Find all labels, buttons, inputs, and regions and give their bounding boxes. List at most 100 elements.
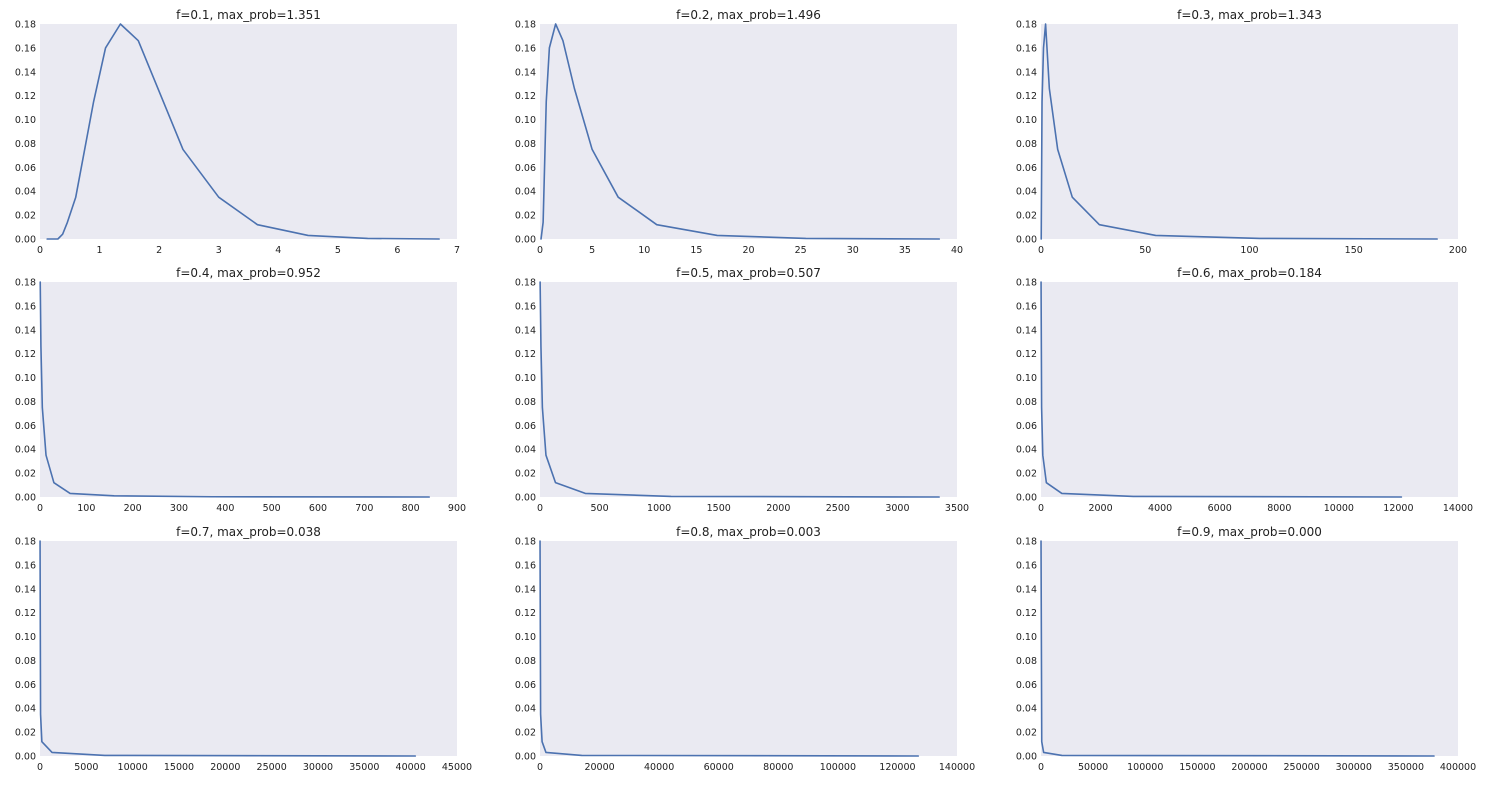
- y-tick-label: 0.16: [15, 560, 36, 571]
- x-tick-label: 25000: [257, 762, 287, 773]
- chart-panel-6: f=0.6, max_prob=0.184 0.00 0.02 0.04 0.06 0.0…: [1016, 266, 1473, 514]
- plot-area: [1041, 24, 1458, 239]
- y-tick-label: 0.04: [515, 704, 536, 715]
- y-tick-label: 0.10: [15, 115, 36, 126]
- series-line-1: [1040, 281, 1403, 498]
- y-tick-label: 0.08: [515, 656, 536, 667]
- x-tick-label: 1500: [707, 503, 731, 514]
- y-tick-label: 0.02: [515, 728, 536, 739]
- x-tick-label: 0: [1038, 503, 1044, 514]
- y-tick-label: 0.18: [515, 278, 536, 289]
- x-tick-label: 0: [1038, 762, 1044, 773]
- x-tick-label: 0: [37, 762, 43, 773]
- y-tick-label: 0.08: [515, 139, 536, 150]
- y-tick-label: 0.04: [15, 445, 36, 456]
- series-line-1: [39, 281, 431, 498]
- chart-title: f=0.6, max_prob=0.184: [1177, 266, 1322, 280]
- y-tick-label: 0.00: [1016, 493, 1037, 504]
- x-tick-label: 300: [170, 503, 188, 514]
- y-tick-label: 0.02: [15, 728, 36, 739]
- y-tick-label: 0.06: [515, 680, 536, 691]
- x-tick-label: 150: [1345, 245, 1363, 256]
- y-tick-label: 0.06: [15, 421, 36, 432]
- chart-title: f=0.2, max_prob=1.496: [676, 8, 821, 22]
- y-tick-label: 0.12: [1016, 349, 1037, 360]
- y-tick-label: 0.04: [515, 445, 536, 456]
- x-tick-label: 7: [454, 245, 460, 256]
- x-tick-label: 20: [742, 245, 754, 256]
- x-tick-label: 5: [335, 245, 341, 256]
- y-tick-label: 0.16: [515, 43, 536, 54]
- y-tick-label: 0.18: [1016, 278, 1037, 289]
- chart-title: f=0.3, max_prob=1.343: [1177, 8, 1322, 22]
- y-tick-label: 0.00: [515, 235, 536, 246]
- y-tick-label: 0.00: [515, 493, 536, 504]
- x-tick-label: 12000: [1383, 503, 1413, 514]
- y-tick-label: 0.08: [15, 139, 36, 150]
- x-tick-label: 20000: [210, 762, 240, 773]
- y-tick-label: 0.12: [515, 349, 536, 360]
- y-tick-label: 0.08: [1016, 397, 1037, 408]
- x-tick-label: 10000: [1324, 503, 1354, 514]
- y-tick-label: 0.08: [15, 656, 36, 667]
- plot-area: [540, 541, 957, 756]
- x-tick-label: 10000: [118, 762, 148, 773]
- y-tick-label: 0.06: [1016, 163, 1037, 174]
- y-tick-label: 0.14: [515, 584, 536, 595]
- y-tick-label: 0.12: [515, 91, 536, 102]
- y-tick-label: 0.04: [15, 187, 36, 198]
- series-line-1: [46, 23, 440, 240]
- y-tick-label: 0.12: [15, 349, 36, 360]
- y-tick-label: 0.08: [1016, 139, 1037, 150]
- chart-title: f=0.1, max_prob=1.351: [176, 8, 321, 22]
- chart-panel-7: f=0.7, max_prob=0.038 0.00 0.02 0.04 0.06 0.0…: [15, 525, 472, 773]
- x-tick-label: 8000: [1267, 503, 1291, 514]
- y-tick-label: 0.02: [515, 469, 536, 480]
- x-tick-label: 700: [355, 503, 373, 514]
- x-tick-label: 140000: [939, 762, 975, 773]
- y-tick-label: 0.12: [1016, 91, 1037, 102]
- y-tick-label: 0.16: [1016, 43, 1037, 54]
- y-tick-label: 0.06: [15, 680, 36, 691]
- x-tick-label: 350000: [1388, 762, 1424, 773]
- chart-panel-2: f=0.2, max_prob=1.496 0.00 0.02 0.04 0.06 0.0…: [515, 8, 963, 256]
- x-tick-label: 10: [638, 245, 650, 256]
- y-tick-label: 0.08: [1016, 656, 1037, 667]
- x-tick-label: 45000: [442, 762, 472, 773]
- x-tick-label: 5000: [74, 762, 98, 773]
- x-tick-label: 3: [216, 245, 222, 256]
- x-tick-label: 500: [591, 503, 609, 514]
- x-tick-label: 100000: [1127, 762, 1163, 773]
- x-tick-label: 35000: [349, 762, 379, 773]
- y-tick-label: 0.06: [515, 163, 536, 174]
- y-tick-label: 0.00: [15, 493, 36, 504]
- x-tick-label: 40: [951, 245, 963, 256]
- x-tick-label: 1: [97, 245, 103, 256]
- chart-panel-5: f=0.5, max_prob=0.507 0.00 0.02 0.04 0.06 0.0…: [515, 266, 969, 514]
- y-tick-label: 0.14: [15, 584, 36, 595]
- plot-area: [1041, 282, 1458, 497]
- plot-area: [40, 282, 457, 497]
- y-tick-label: 0.14: [515, 67, 536, 78]
- x-tick-label: 3500: [945, 503, 969, 514]
- chart-title: f=0.5, max_prob=0.507: [676, 266, 821, 280]
- series-line-1: [1040, 23, 1438, 240]
- y-tick-label: 0.06: [1016, 680, 1037, 691]
- y-tick-label: 0.02: [15, 469, 36, 480]
- y-tick-label: 0.14: [515, 325, 536, 336]
- chart-title: f=0.4, max_prob=0.952: [176, 266, 321, 280]
- y-tick-label: 0.10: [1016, 373, 1037, 384]
- y-tick-label: 0.10: [515, 115, 536, 126]
- chart-panel-8: f=0.8, max_prob=0.003 0.00 0.02 0.04 0.06 0.0…: [515, 525, 975, 773]
- series-line-1: [540, 23, 941, 240]
- x-tick-label: 4000: [1148, 503, 1172, 514]
- x-tick-label: 100: [77, 503, 95, 514]
- x-tick-label: 6000: [1208, 503, 1232, 514]
- y-tick-label: 0.00: [15, 752, 36, 763]
- y-tick-label: 0.14: [1016, 67, 1037, 78]
- x-tick-label: 900: [448, 503, 466, 514]
- x-tick-label: 0: [1038, 245, 1044, 256]
- y-tick-label: 0.04: [1016, 445, 1037, 456]
- chart-title: f=0.9, max_prob=0.000: [1177, 525, 1322, 539]
- x-tick-label: 2000: [1088, 503, 1112, 514]
